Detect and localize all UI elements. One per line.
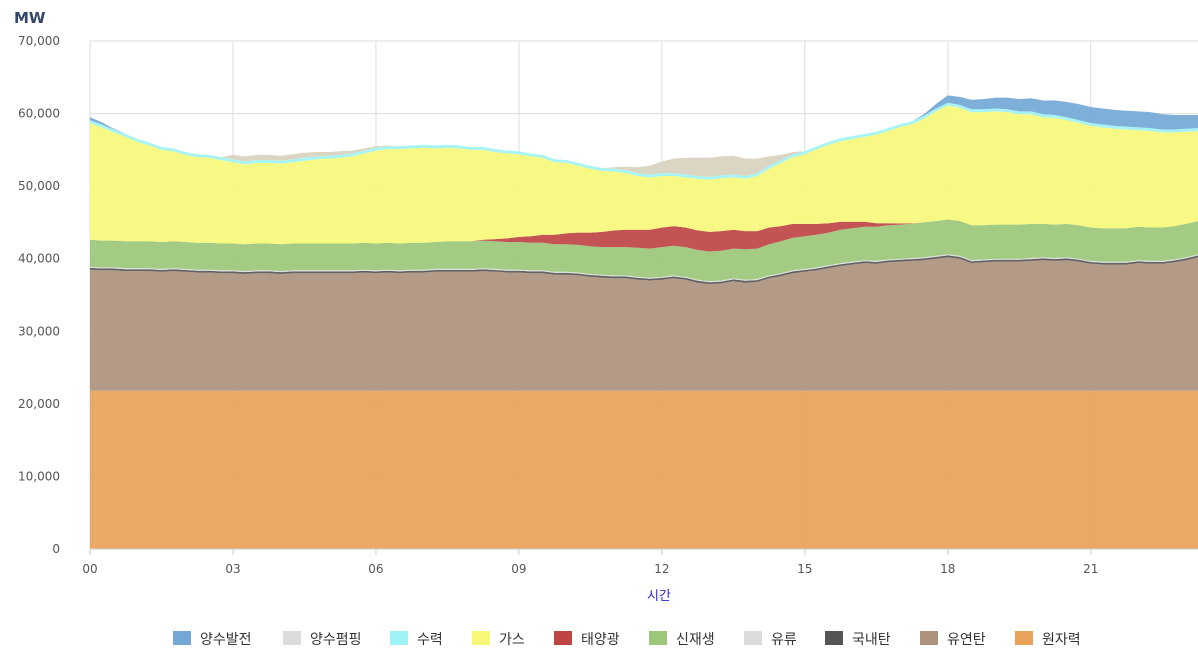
legend-swatch [744, 631, 762, 645]
legend-label: 원자력 [1042, 632, 1081, 648]
legend-label: 가스 [499, 632, 525, 648]
y-tick-label: 60,000 [18, 107, 60, 121]
x-tick-label: 12 [654, 562, 669, 576]
legend-label: 양수발전 [200, 632, 252, 648]
y-tick-label: 20,000 [18, 397, 60, 411]
legend-swatch [390, 631, 408, 645]
y-tick-label: 50,000 [18, 179, 60, 193]
legend-label: 수력 [417, 632, 443, 648]
legend-item[interactable]: 태양광 [554, 631, 620, 648]
legend-item[interactable]: 국내탄 [825, 631, 891, 648]
x-tick-label: 21 [1083, 562, 1098, 576]
legend-swatch [554, 631, 572, 645]
legend-swatch [825, 631, 843, 645]
legend-item[interactable]: 양수발전 [173, 631, 252, 648]
legend-swatch [173, 631, 191, 645]
legend-item[interactable]: 유류 [744, 631, 797, 648]
area-series [90, 105, 1198, 245]
y-tick-label: 40,000 [18, 252, 60, 266]
x-tick-label: 00 [82, 562, 97, 576]
x-tick-label: 06 [368, 562, 383, 576]
legend-swatch [472, 631, 490, 645]
y-tick-label: 70,000 [18, 34, 60, 48]
area-series [90, 219, 1198, 252]
legend: 양수발전 양수펌핑 수력 가스 태양광 신재생 유류 국내탄 유연탄 원자력 [173, 631, 1081, 648]
axis-layer: 0 10,000 20,000 30,000 40,000 50,000 60,000 70,… [18, 34, 1198, 576]
legend-label: 유연탄 [947, 632, 986, 648]
x-tick-label: 09 [511, 562, 526, 576]
legend-swatch [283, 631, 301, 645]
y-tick-label: 0 [52, 542, 60, 556]
area-series [90, 255, 1198, 285]
legend-label: 신재생 [676, 632, 715, 648]
legend-item[interactable]: 가스 [472, 631, 525, 648]
legend-item[interactable]: 양수펌핑 [283, 631, 362, 648]
area-series [90, 257, 1198, 391]
y-tick-label: 10,000 [18, 469, 60, 483]
x-tick-label: 15 [797, 562, 812, 576]
x-tick-label: 18 [940, 562, 955, 576]
y-tick-label: 30,000 [18, 324, 60, 338]
area-series [90, 390, 1198, 549]
area-series [90, 219, 1198, 282]
legend-label: 태양광 [581, 632, 620, 648]
legend-item[interactable]: 수력 [390, 631, 443, 648]
legend-swatch [920, 631, 938, 645]
legend-label: 양수펌핑 [310, 632, 362, 648]
legend-item[interactable]: 유연탄 [920, 631, 986, 648]
legend-item[interactable]: 원자력 [1015, 631, 1081, 648]
legend-item[interactable]: 신재생 [649, 631, 715, 648]
legend-label: 국내탄 [852, 632, 891, 648]
legend-swatch [649, 631, 667, 645]
legend-label: 유류 [771, 632, 797, 648]
legend-swatch [1015, 631, 1033, 645]
x-axis-title: 시간 [647, 589, 671, 604]
y-axis-unit-label: MW [14, 9, 46, 27]
x-tick-label: 03 [225, 562, 240, 576]
area-layer [90, 95, 1198, 549]
